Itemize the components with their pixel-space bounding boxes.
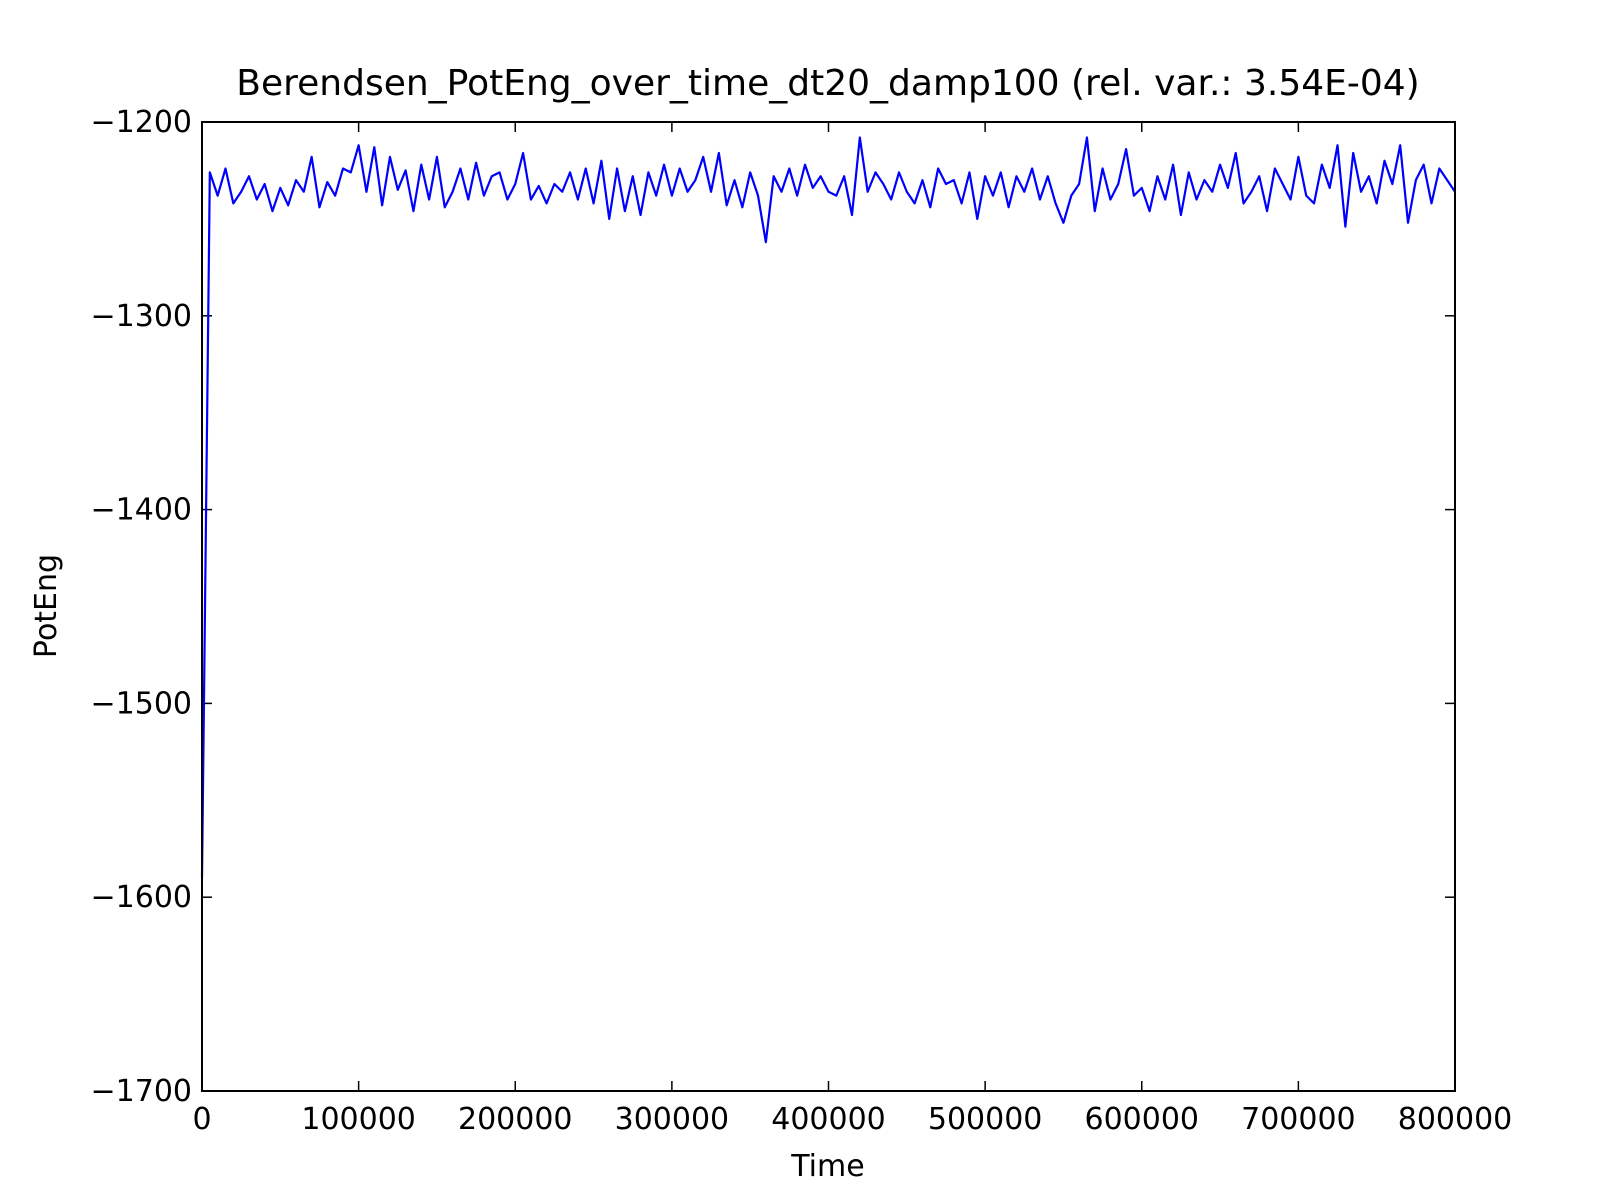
x-tick-label: 100000 — [301, 1102, 416, 1137]
y-tick-label: −1300 — [91, 299, 192, 334]
x-axis-label: Time — [790, 1149, 864, 1184]
y-tick-label: −1200 — [91, 105, 192, 140]
x-tick-label: 500000 — [928, 1102, 1043, 1137]
plot-frame — [201, 121, 1456, 1092]
data-line — [200, 136, 1456, 878]
y-tick-label: −1400 — [91, 493, 192, 528]
x-tick-label: 200000 — [458, 1102, 573, 1137]
y-axis-label: PotEng — [29, 554, 64, 658]
y-tick-label: −1700 — [91, 1074, 192, 1109]
y-tick-label: −1600 — [91, 880, 192, 915]
chart-title: Berendsen_PotEng_over_time_dt20_damp100 … — [236, 63, 1419, 104]
x-tick-label: 400000 — [771, 1102, 886, 1137]
x-tick-label: 800000 — [1398, 1102, 1513, 1137]
y-tick-label: −1500 — [91, 686, 192, 721]
x-tick-label: 0 — [192, 1102, 211, 1137]
x-tick-label: 600000 — [1084, 1102, 1199, 1137]
x-tick-label: 300000 — [615, 1102, 730, 1137]
x-tick-label: 700000 — [1241, 1102, 1356, 1137]
